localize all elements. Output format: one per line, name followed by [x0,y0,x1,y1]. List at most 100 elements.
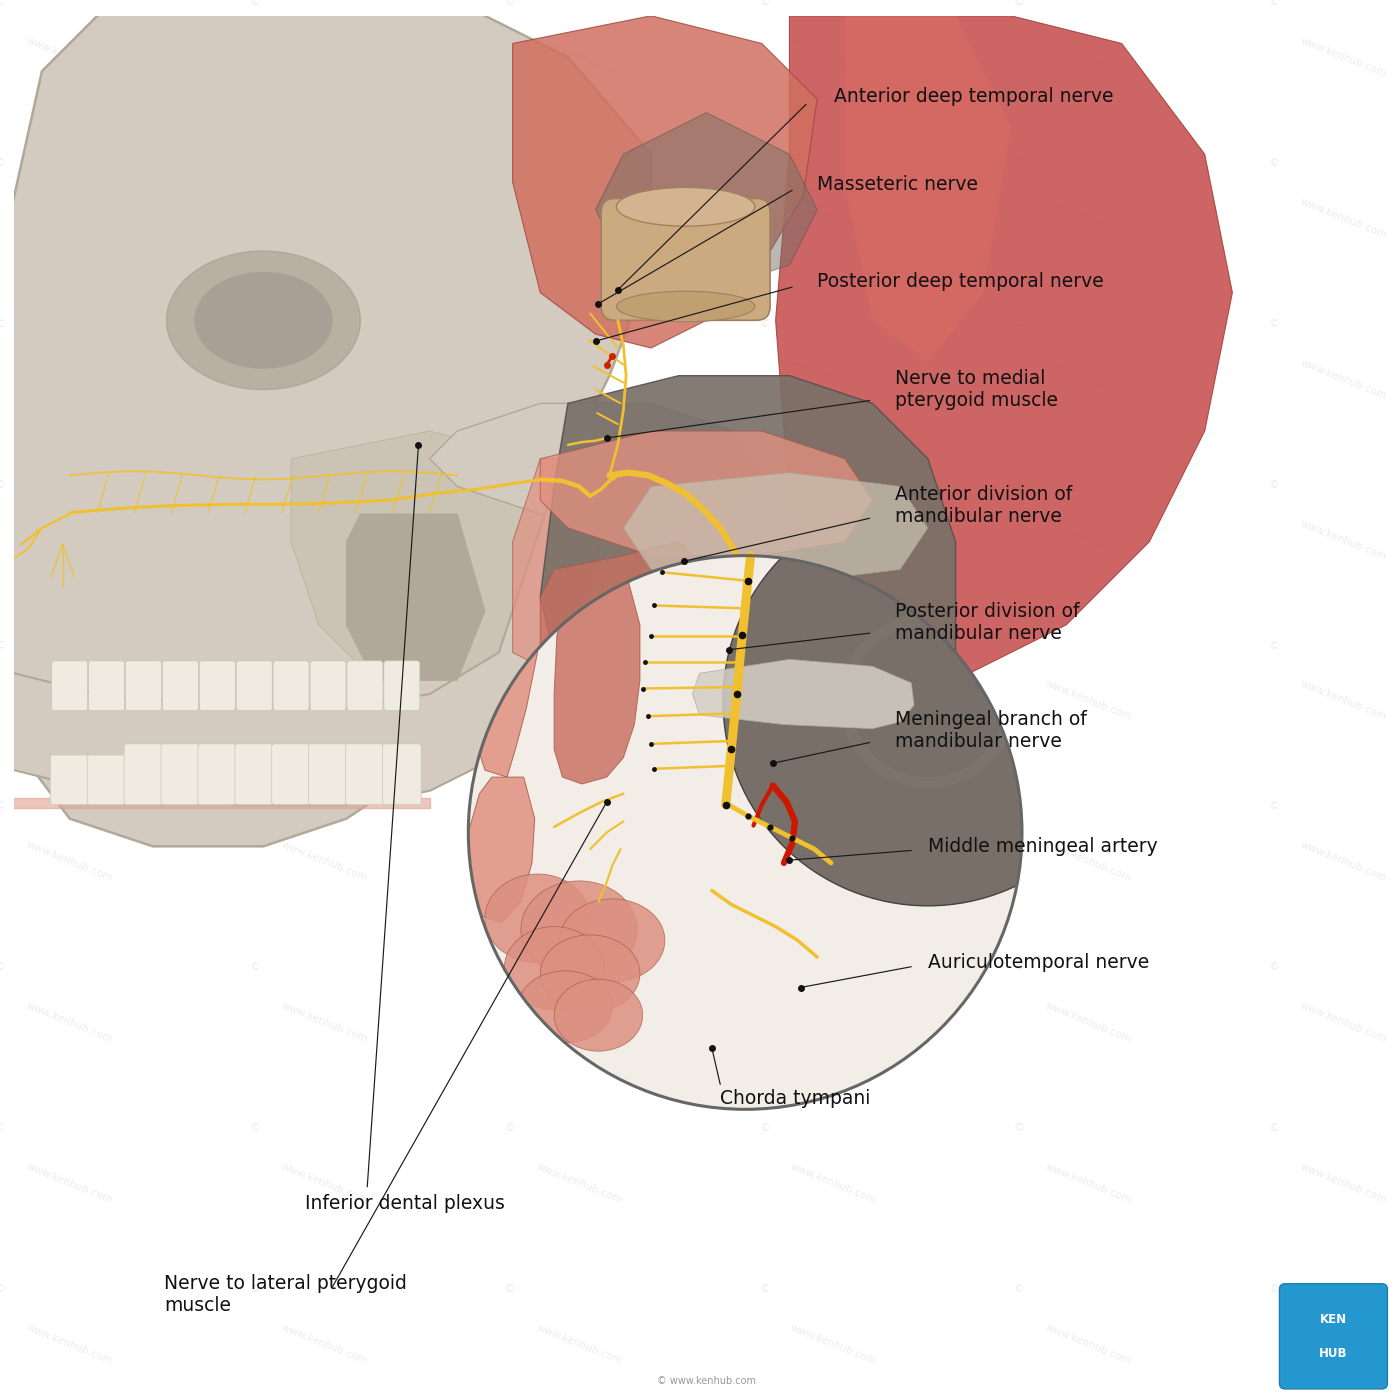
Text: ©: © [249,802,260,812]
Text: www.kenhub.com: www.kenhub.com [1299,1001,1387,1044]
Text: www.kenhub.com: www.kenhub.com [280,518,370,561]
Ellipse shape [540,935,640,1012]
Text: ©: © [0,0,6,7]
Text: ©: © [1268,0,1280,7]
Text: www.kenhub.com: www.kenhub.com [1044,1162,1133,1205]
Text: ©: © [1268,1123,1280,1134]
Text: www.kenhub.com: www.kenhub.com [790,840,878,883]
Text: www.kenhub.com: www.kenhub.com [1299,679,1387,722]
Text: ©: © [249,1123,260,1134]
Text: www.kenhub.com: www.kenhub.com [1299,518,1387,561]
Text: Masseteric nerve: Masseteric nerve [818,175,979,195]
Text: www.kenhub.com: www.kenhub.com [535,1323,623,1366]
FancyBboxPatch shape [308,743,347,805]
Text: www.kenhub.com: www.kenhub.com [535,1162,623,1205]
FancyBboxPatch shape [87,755,126,805]
Text: ©: © [0,962,6,973]
Text: www.kenhub.com: www.kenhub.com [1299,840,1387,883]
Polygon shape [844,15,1011,361]
Text: www.kenhub.com: www.kenhub.com [535,518,623,561]
Text: Posterior deep temporal nerve: Posterior deep temporal nerve [818,272,1103,291]
FancyBboxPatch shape [1280,1284,1387,1389]
Polygon shape [469,556,540,777]
Text: ©: © [759,158,770,168]
Text: www.kenhub.com: www.kenhub.com [535,357,623,400]
Circle shape [722,496,1133,906]
Polygon shape [554,553,640,784]
Text: www.kenhub.com: www.kenhub.com [790,1323,878,1366]
Text: www.kenhub.com: www.kenhub.com [25,518,115,561]
Text: ©: © [1268,641,1280,651]
Text: ©: © [1014,962,1025,973]
Text: ©: © [1014,1284,1025,1294]
Text: www.kenhub.com: www.kenhub.com [790,1001,878,1044]
Text: www.kenhub.com: www.kenhub.com [1044,840,1133,883]
Text: www.kenhub.com: www.kenhub.com [535,679,623,722]
Polygon shape [540,375,956,819]
Text: www.kenhub.com: www.kenhub.com [25,1001,115,1044]
Text: www.kenhub.com: www.kenhub.com [1299,35,1387,80]
Text: Chorda tympani: Chorda tympani [720,1089,871,1107]
Text: ©: © [759,641,770,651]
Ellipse shape [518,970,612,1043]
Polygon shape [623,473,928,584]
Text: ©: © [1014,802,1025,812]
Text: ©: © [1268,319,1280,329]
Text: ©: © [759,1284,770,1294]
FancyBboxPatch shape [199,661,235,711]
Text: © www.kenhub.com: © www.kenhub.com [657,1376,756,1386]
Text: ©: © [0,1123,6,1134]
Text: ©: © [504,158,515,168]
Ellipse shape [195,272,333,368]
Text: Middle meningeal artery: Middle meningeal artery [928,837,1158,855]
Text: Meningeal branch of
mandibular nerve: Meningeal branch of mandibular nerve [895,710,1086,750]
Text: www.kenhub.com: www.kenhub.com [1044,196,1133,241]
Text: www.kenhub.com: www.kenhub.com [280,679,370,722]
Text: Anterior deep temporal nerve: Anterior deep temporal nerve [834,87,1113,105]
Ellipse shape [616,291,755,322]
Text: www.kenhub.com: www.kenhub.com [535,840,623,883]
Text: ©: © [0,802,6,812]
Text: ©: © [0,319,6,329]
Text: ©: © [0,480,6,490]
Text: www.kenhub.com: www.kenhub.com [1044,35,1133,80]
Text: www.kenhub.com: www.kenhub.com [1044,679,1133,722]
Text: ©: © [759,962,770,973]
Text: ©: © [249,641,260,651]
Text: www.kenhub.com: www.kenhub.com [1044,1001,1133,1044]
Polygon shape [512,15,818,349]
Circle shape [469,556,1022,1109]
Text: Auriculotemporal nerve: Auriculotemporal nerve [928,953,1149,972]
FancyBboxPatch shape [237,661,272,711]
FancyBboxPatch shape [50,755,90,805]
Text: ©: © [0,1284,6,1294]
Text: ©: © [504,802,515,812]
Text: ©: © [504,0,515,7]
Text: ©: © [249,1284,260,1294]
Text: ©: © [504,319,515,329]
FancyBboxPatch shape [162,661,199,711]
Text: www.kenhub.com: www.kenhub.com [790,1162,878,1205]
Text: www.kenhub.com: www.kenhub.com [1299,1323,1387,1366]
Text: HUB: HUB [1319,1347,1348,1359]
Polygon shape [0,403,623,805]
Text: ©: © [504,480,515,490]
Text: Anterior division of
mandibular nerve: Anterior division of mandibular nerve [895,486,1072,526]
Text: ©: © [504,1284,515,1294]
FancyBboxPatch shape [382,743,421,805]
Text: www.kenhub.com: www.kenhub.com [1299,196,1387,241]
Polygon shape [291,431,568,680]
Text: ©: © [249,158,260,168]
FancyBboxPatch shape [197,743,237,805]
FancyBboxPatch shape [125,743,162,805]
Text: www.kenhub.com: www.kenhub.com [535,196,623,241]
Text: ©: © [249,0,260,7]
Text: www.kenhub.com: www.kenhub.com [1299,1162,1387,1205]
Text: ©: © [1014,0,1025,7]
Polygon shape [776,15,1232,680]
Text: www.kenhub.com: www.kenhub.com [25,679,115,722]
Text: www.kenhub.com: www.kenhub.com [280,357,370,400]
FancyBboxPatch shape [347,661,384,711]
Text: ©: © [1268,802,1280,812]
Polygon shape [0,0,651,847]
